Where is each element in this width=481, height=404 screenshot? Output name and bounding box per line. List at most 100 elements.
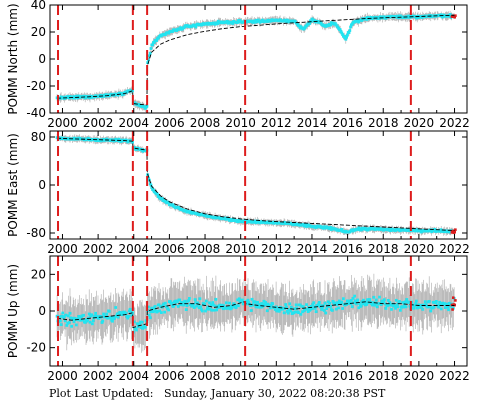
data-point	[149, 47, 153, 50]
recent-point	[454, 228, 457, 231]
data-point	[433, 228, 437, 231]
plot-area	[55, 131, 457, 239]
model-line	[57, 301, 455, 329]
data-point	[379, 303, 383, 306]
data-point	[415, 306, 419, 310]
data-point	[199, 305, 203, 309]
data-point	[152, 41, 156, 44]
y-tick-label: 0	[38, 52, 46, 66]
data-point	[328, 227, 332, 231]
data-point	[91, 319, 95, 323]
data-point	[158, 309, 162, 313]
data-point	[200, 309, 204, 313]
data-point	[429, 309, 433, 313]
data-point	[320, 308, 324, 311]
data-point	[347, 31, 351, 34]
data-point	[178, 298, 182, 302]
data-point	[80, 314, 84, 318]
data-point	[354, 302, 358, 306]
data-point	[120, 313, 124, 316]
data-point	[355, 300, 359, 303]
data-point	[203, 303, 207, 306]
data-point	[282, 311, 286, 315]
x-tick-label: 2004	[118, 242, 149, 256]
data-point	[353, 294, 356, 298]
data-point	[140, 320, 144, 324]
data-point	[265, 303, 268, 306]
data-point	[432, 305, 436, 309]
data-point	[299, 25, 303, 29]
x-tick-label: 2006	[154, 116, 185, 130]
data-point	[415, 16, 419, 19]
data-point	[231, 304, 235, 308]
data-point	[356, 298, 360, 302]
data-point	[124, 311, 128, 315]
data-point	[216, 22, 219, 26]
data-point	[125, 315, 129, 318]
data-point	[132, 320, 136, 324]
data-point	[428, 305, 432, 309]
plot-updated-footer: Plot Last Updated: Sunday, January 30, 2…	[49, 387, 385, 400]
data-point	[289, 305, 293, 309]
data-point	[439, 230, 442, 233]
data-point	[107, 309, 111, 313]
x-tick-label: 2022	[439, 369, 470, 383]
data-point	[253, 219, 257, 223]
x-tick-label: 2018	[368, 369, 399, 383]
data-point	[160, 311, 163, 314]
data-point	[319, 304, 323, 308]
data-point	[179, 26, 182, 30]
data-point	[342, 297, 345, 301]
data-point	[411, 227, 415, 231]
data-point	[361, 302, 365, 306]
y-tick-label: -80	[26, 226, 46, 240]
data-point	[67, 321, 71, 324]
data-point	[285, 310, 289, 313]
x-tick-label: 2008	[190, 116, 221, 130]
data-point	[339, 302, 343, 306]
data-point	[105, 312, 109, 316]
data-point	[293, 307, 296, 311]
data-point	[87, 312, 91, 316]
data-point	[83, 321, 87, 324]
data-point	[61, 311, 65, 315]
data-point	[389, 303, 393, 307]
data-point	[260, 302, 263, 305]
data-point	[87, 136, 90, 140]
data-point	[257, 303, 261, 306]
x-tick-label: 2010	[225, 369, 256, 383]
data-point	[365, 18, 369, 21]
data-point	[360, 19, 364, 22]
x-tick-label: 2012	[261, 116, 292, 130]
data-point	[390, 307, 393, 311]
data-point	[102, 312, 105, 316]
data-point	[233, 302, 236, 306]
data-point	[362, 298, 365, 302]
data-point	[302, 309, 306, 313]
data-point	[204, 299, 208, 303]
data-point	[119, 91, 123, 95]
data-point	[358, 302, 361, 305]
data-point	[149, 310, 153, 314]
data-point	[431, 300, 435, 304]
data-point	[253, 300, 257, 304]
data-point	[133, 146, 137, 150]
data-point	[221, 307, 225, 311]
data-point	[63, 319, 67, 323]
data-point	[192, 306, 196, 309]
data-point	[329, 23, 332, 27]
data-point	[335, 303, 339, 306]
data-point	[164, 33, 167, 37]
data-point	[101, 319, 105, 323]
y-axis-label: POMM Up (mm)	[6, 264, 20, 358]
x-tick-label: 2020	[404, 242, 435, 256]
data-point	[78, 315, 81, 319]
data-point	[115, 312, 119, 316]
data-point	[414, 302, 417, 306]
data-point	[100, 321, 104, 324]
recent-point	[452, 14, 456, 18]
data-point	[165, 305, 169, 309]
data-point	[88, 320, 92, 324]
data-point	[127, 315, 130, 318]
data-point	[384, 307, 388, 310]
